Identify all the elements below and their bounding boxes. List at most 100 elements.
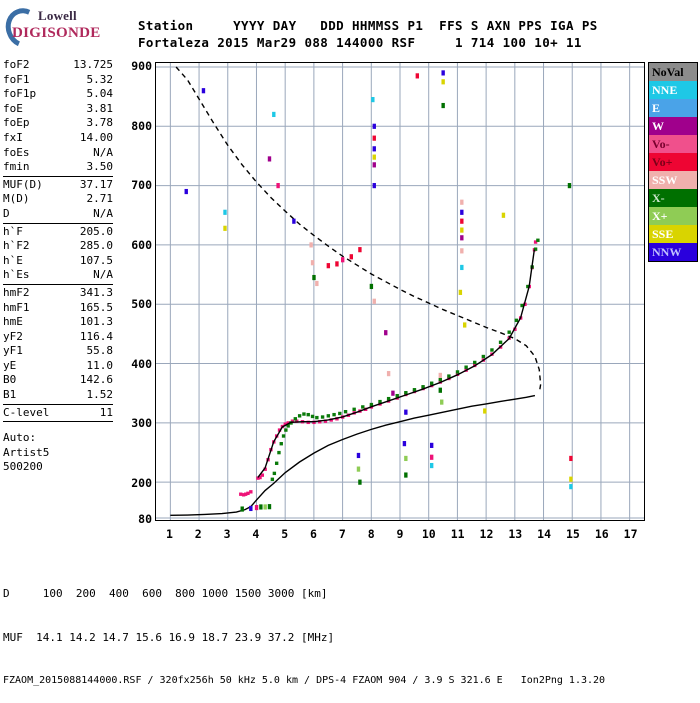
data-point: [249, 490, 253, 494]
noise-point: [292, 218, 296, 224]
autoscaler-info: Auto: Artist5 500200: [3, 431, 113, 475]
data-point: [310, 414, 315, 419]
param-value: 3.81: [86, 101, 114, 115]
legend-item-vo-[interactable]: Vo-: [649, 135, 697, 153]
noise-point: [404, 472, 408, 478]
legend-item-x-[interactable]: X+: [649, 207, 697, 225]
noise-point: [340, 257, 345, 263]
noise-point: [384, 330, 388, 336]
param-key: foEp: [3, 116, 30, 130]
param-key: hmF1: [3, 300, 30, 314]
data-point: [258, 475, 262, 480]
data-point: [352, 407, 356, 412]
x-tick-8: 8: [367, 527, 375, 541]
noise-point: [276, 183, 280, 189]
data-point: [536, 238, 540, 242]
grid-layer: [156, 63, 644, 520]
noise-point: [404, 409, 408, 415]
noise-point: [263, 504, 267, 510]
x-tick-4: 4: [252, 527, 260, 541]
data-point: [297, 414, 302, 418]
noise-point: [441, 79, 445, 85]
legend-item-x-[interactable]: X-: [649, 189, 697, 207]
data-point: [514, 318, 519, 323]
noise-point: [240, 506, 244, 512]
x-tick-6: 6: [310, 527, 317, 541]
data-point: [286, 424, 290, 428]
param-value: 285.0: [79, 239, 113, 253]
legend-item-sse[interactable]: SSE: [649, 225, 697, 243]
data-point: [421, 385, 425, 389]
noise-point: [501, 212, 506, 218]
param-value: 11.0: [86, 358, 114, 372]
data-point: [386, 396, 391, 401]
footer-muf-row: MUF 14.1 14.2 14.7 15.6 16.9 18.7 23.9 3…: [3, 630, 335, 644]
series-trace-overlay-black: [257, 249, 536, 478]
x-tick-1: 1: [165, 527, 173, 541]
param-row: MUF(D) 37.17: [3, 178, 113, 193]
data-point: [332, 412, 336, 417]
param-row: h`F2 285.0: [3, 239, 113, 254]
noise-point: [267, 504, 272, 510]
noise-point: [372, 154, 376, 160]
param-row: yF1 55.8: [3, 344, 113, 359]
curve-layer: [170, 66, 542, 517]
y-tick-700: 700: [131, 178, 152, 193]
data-point: [361, 405, 365, 409]
param-value: 13.725: [73, 58, 113, 71]
noise-point: [391, 390, 395, 396]
legend-item-nnw[interactable]: NNW: [649, 243, 697, 261]
header-values-row: Fortaleza 2015 Mar29 088 144000 RSF 1 71…: [138, 35, 582, 50]
data-point: [412, 388, 417, 392]
param-key: B0: [3, 373, 17, 387]
noise-point: [569, 455, 573, 462]
param-value: 107.5: [79, 253, 113, 267]
data-point: [243, 492, 248, 496]
param-row: foF1p 5.04: [3, 87, 113, 102]
param-value: 205.0: [79, 224, 113, 238]
noise-point: [372, 123, 376, 129]
param-group: MUF(D) 37.17 M(D) 2.71 D N/A: [3, 178, 113, 224]
param-row: hmF1 165.5: [3, 301, 113, 316]
legend-item-vo-[interactable]: Vo+: [649, 153, 697, 171]
param-key: foEs: [3, 145, 30, 159]
ionogram-canvas: [156, 63, 644, 520]
noise-point: [358, 479, 362, 485]
noise-point: [201, 88, 206, 94]
legend-item-ssw[interactable]: SSW: [649, 171, 697, 189]
param-row: hmE 101.3: [3, 315, 113, 330]
noise-point: [460, 264, 464, 271]
data-point: [343, 409, 348, 414]
legend-item-e[interactable]: E: [649, 99, 697, 117]
polarization-legend: NoVal NNE E W Vo- Vo+ SSW X- X+ SSE NNW: [648, 62, 698, 262]
noise-point: [386, 371, 391, 377]
param-key: foF1: [3, 72, 30, 86]
noise-point: [429, 442, 434, 448]
data-point: [293, 417, 298, 421]
data-point: [335, 417, 339, 421]
ionogram-plot[interactable]: [155, 62, 645, 521]
data-point: [329, 418, 333, 422]
param-value: 165.5: [79, 300, 113, 314]
param-value: 5.32: [86, 72, 114, 86]
param-key: h`F: [3, 224, 23, 238]
legend-item-nne[interactable]: NNE: [649, 81, 697, 99]
param-value: 2.71: [86, 192, 114, 206]
noise-point: [371, 97, 375, 103]
noise-point: [458, 289, 463, 295]
legend-item-noval[interactable]: NoVal: [649, 63, 697, 81]
data-point: [520, 303, 524, 308]
scatter-noise-layer: [184, 70, 573, 512]
param-row: D N/A: [3, 207, 113, 222]
param-row: hmF2 341.3: [3, 286, 113, 301]
param-row: yE 11.0: [3, 359, 113, 374]
legend-item-w[interactable]: W: [649, 117, 697, 135]
noise-point: [460, 248, 464, 254]
x-tick-14: 14: [537, 527, 552, 541]
data-point: [260, 473, 265, 477]
noise-point: [441, 102, 445, 109]
param-value: N/A: [93, 268, 113, 282]
param-value: 1.52: [86, 388, 114, 402]
data-point: [274, 461, 279, 465]
noise-point: [415, 73, 420, 79]
